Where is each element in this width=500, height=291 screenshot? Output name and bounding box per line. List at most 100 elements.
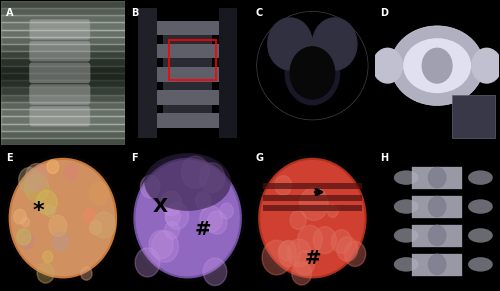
Circle shape	[428, 254, 446, 274]
Circle shape	[160, 191, 182, 216]
Bar	[1, 87, 125, 95]
Circle shape	[196, 192, 211, 210]
Circle shape	[472, 48, 500, 83]
Circle shape	[328, 205, 338, 217]
Circle shape	[373, 48, 402, 83]
Circle shape	[24, 174, 48, 202]
Bar	[163, 81, 212, 90]
Text: #: #	[304, 249, 320, 268]
Ellipse shape	[468, 199, 493, 214]
FancyBboxPatch shape	[30, 106, 90, 126]
Circle shape	[14, 210, 26, 224]
Bar	[156, 90, 218, 105]
Circle shape	[90, 221, 102, 235]
Bar	[218, 8, 237, 138]
Text: D: D	[380, 8, 388, 18]
Circle shape	[200, 163, 225, 192]
Bar	[163, 105, 212, 113]
Circle shape	[290, 210, 306, 229]
Bar	[412, 168, 462, 189]
Circle shape	[37, 263, 54, 283]
Ellipse shape	[6, 155, 120, 282]
Bar	[1, 58, 125, 66]
Text: H: H	[380, 153, 388, 163]
Circle shape	[300, 187, 328, 221]
Ellipse shape	[144, 153, 231, 211]
Ellipse shape	[394, 257, 418, 272]
Circle shape	[422, 48, 452, 83]
Text: X: X	[153, 197, 168, 216]
Bar	[1, 131, 125, 138]
Ellipse shape	[394, 170, 418, 185]
Ellipse shape	[10, 159, 116, 277]
Ellipse shape	[468, 228, 493, 243]
Ellipse shape	[130, 155, 244, 282]
Circle shape	[332, 230, 351, 253]
Circle shape	[428, 225, 446, 246]
Bar	[1, 109, 125, 116]
Ellipse shape	[403, 38, 471, 93]
Bar	[169, 40, 216, 80]
Bar	[163, 58, 212, 67]
Circle shape	[314, 227, 336, 254]
Circle shape	[52, 233, 68, 251]
Circle shape	[279, 241, 296, 261]
Bar	[1, 15, 125, 22]
Circle shape	[64, 164, 78, 180]
Ellipse shape	[134, 159, 241, 277]
Circle shape	[19, 232, 34, 249]
Circle shape	[182, 156, 209, 188]
Circle shape	[294, 251, 314, 275]
Circle shape	[83, 208, 96, 223]
Ellipse shape	[390, 26, 484, 105]
Bar	[1, 116, 125, 123]
Ellipse shape	[394, 228, 418, 243]
Bar	[1, 37, 125, 44]
FancyBboxPatch shape	[30, 41, 90, 61]
Ellipse shape	[394, 199, 418, 214]
Circle shape	[292, 262, 312, 285]
Circle shape	[207, 211, 227, 234]
Bar	[1, 95, 125, 102]
Circle shape	[312, 18, 357, 70]
Circle shape	[275, 176, 291, 195]
Circle shape	[152, 231, 178, 262]
Circle shape	[164, 221, 180, 239]
Bar	[156, 44, 218, 58]
Bar	[452, 95, 496, 138]
Circle shape	[36, 190, 57, 214]
Bar	[163, 35, 212, 44]
Circle shape	[80, 267, 92, 280]
Circle shape	[428, 168, 446, 188]
Bar	[1, 80, 125, 87]
Text: *: *	[32, 201, 44, 221]
Bar	[412, 196, 462, 218]
Circle shape	[278, 240, 300, 267]
Text: F: F	[130, 153, 138, 163]
Circle shape	[135, 248, 160, 277]
Bar	[1, 29, 125, 37]
Circle shape	[166, 203, 188, 229]
Bar	[263, 183, 362, 189]
Circle shape	[90, 182, 108, 205]
Bar	[1, 73, 125, 80]
Circle shape	[200, 206, 222, 232]
Bar	[412, 225, 462, 247]
Circle shape	[47, 160, 58, 174]
Circle shape	[45, 205, 55, 217]
Text: B: B	[130, 8, 138, 18]
Bar	[1, 123, 125, 131]
Bar	[156, 113, 218, 128]
Bar	[1, 44, 125, 51]
Circle shape	[140, 175, 160, 198]
Circle shape	[203, 258, 227, 285]
Circle shape	[290, 47, 335, 99]
Circle shape	[26, 164, 48, 190]
Circle shape	[49, 215, 67, 236]
Circle shape	[42, 251, 53, 263]
Circle shape	[93, 212, 116, 238]
Circle shape	[17, 229, 31, 245]
Bar	[1, 8, 125, 15]
Text: A: A	[6, 8, 14, 18]
Circle shape	[285, 41, 340, 105]
